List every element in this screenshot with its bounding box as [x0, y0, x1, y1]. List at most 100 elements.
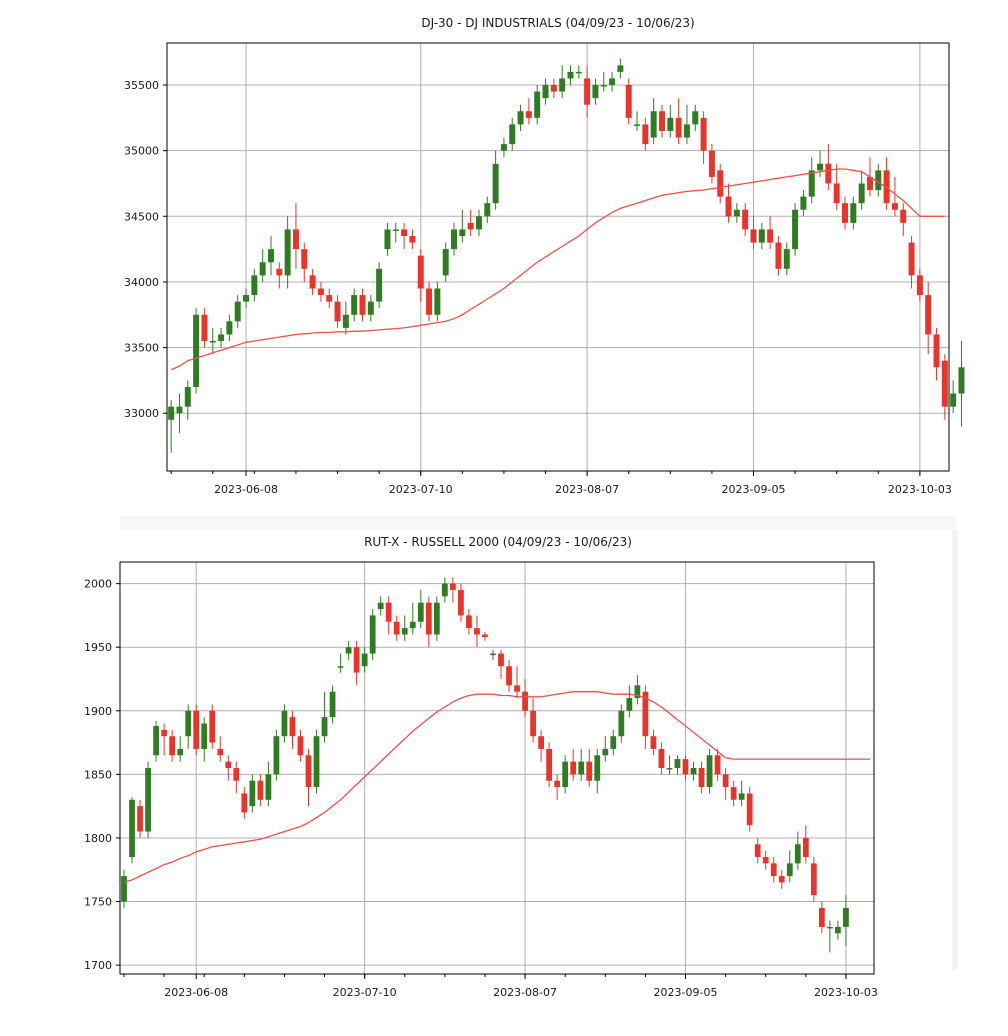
candle-up	[273, 729, 280, 781]
candle-body	[209, 710, 216, 743]
candle-up	[602, 736, 609, 762]
candle-body	[786, 863, 793, 877]
candle-body	[313, 736, 320, 788]
candle-up	[369, 609, 376, 660]
candle-up	[409, 602, 416, 635]
candle-up	[826, 920, 833, 953]
candle-body	[377, 602, 384, 610]
candle-body	[361, 653, 368, 667]
candle-down	[276, 262, 283, 289]
candle-down	[675, 98, 682, 145]
candle-down	[550, 78, 557, 99]
y-tick-label: 1750	[84, 896, 112, 909]
candle-body	[708, 150, 715, 177]
candle-up	[361, 647, 368, 673]
candle-down	[714, 748, 721, 781]
candle-up	[634, 675, 641, 705]
y-tick-label: 1700	[84, 959, 112, 972]
candle-body	[818, 907, 825, 927]
candle-body	[826, 926, 833, 929]
candle-up	[433, 596, 440, 641]
candle-body	[409, 621, 416, 629]
candle-body	[642, 124, 649, 145]
candle-up	[284, 216, 291, 289]
candle-body	[875, 170, 882, 191]
candle-body	[273, 736, 280, 775]
candle-body	[193, 710, 200, 749]
chart-rut2000: RUT-X - RUSSELL 2000 (04/09/23 - 10/06/2…	[84, 535, 878, 999]
candle-body	[730, 787, 737, 800]
x-tick-label: 2023-10-03	[888, 483, 952, 496]
candle-body	[498, 653, 504, 667]
candle-body	[475, 216, 482, 230]
candle-up	[666, 755, 673, 775]
candle-up	[592, 78, 599, 105]
candle-body	[525, 111, 532, 118]
candle-down	[326, 288, 333, 309]
candle-body	[233, 768, 240, 781]
candle-up	[313, 729, 320, 794]
candle-body	[284, 229, 291, 276]
candle-up	[177, 736, 184, 762]
candle-down	[522, 678, 528, 718]
candle-down	[933, 327, 940, 381]
candle-up	[392, 222, 399, 243]
candle-body	[746, 793, 753, 826]
candle-body	[326, 295, 333, 302]
candle-down	[908, 235, 915, 289]
candle-down	[467, 209, 474, 236]
candle-body	[249, 780, 256, 807]
candle-up	[209, 327, 216, 355]
candle-up	[417, 589, 424, 629]
x-tick-label: 2023-06-08	[214, 483, 278, 496]
candle-up	[950, 380, 957, 414]
candle-up	[185, 704, 192, 749]
candle-body	[625, 85, 632, 118]
candle-body	[634, 685, 641, 699]
candle-body	[301, 249, 308, 269]
candle-body	[392, 229, 399, 231]
candle-body	[758, 229, 765, 243]
candle-up	[578, 748, 585, 781]
candle-body	[706, 755, 713, 788]
candle-down	[730, 780, 737, 807]
candle-body	[209, 341, 216, 343]
candle-body	[276, 268, 283, 276]
candle-up	[683, 104, 690, 145]
candle-down	[401, 222, 408, 250]
candle-down	[754, 837, 761, 864]
candle-down	[289, 710, 296, 749]
candle-body	[353, 647, 360, 673]
candle-down	[750, 216, 757, 250]
candle-up	[329, 685, 336, 724]
candle-down	[193, 704, 200, 756]
candle-body	[642, 691, 649, 737]
candle-body	[754, 844, 761, 858]
candle-body	[733, 209, 740, 217]
candle-body	[241, 793, 248, 813]
candle-down	[925, 281, 932, 355]
candle-body	[369, 615, 376, 654]
candle-up	[442, 242, 449, 282]
y-tick-label: 33000	[124, 407, 159, 420]
candle-body	[334, 301, 341, 322]
candle-down	[209, 704, 216, 749]
candle-down	[514, 666, 520, 699]
candle-body	[217, 748, 224, 756]
candle-body	[717, 170, 724, 197]
y-tick-label: 1850	[84, 768, 112, 781]
candle-body	[810, 863, 817, 896]
y-tick-label: 35500	[124, 79, 159, 92]
candle-body	[600, 85, 607, 87]
candle-body	[321, 717, 328, 737]
y-tick-label: 1800	[84, 832, 112, 845]
candle-body	[466, 615, 472, 629]
candle-body	[401, 628, 408, 635]
candle-body	[634, 124, 641, 126]
candle-down	[417, 249, 424, 302]
candle-up	[281, 704, 288, 743]
candle-body	[393, 621, 400, 635]
candle-body	[337, 666, 344, 668]
candle-body	[426, 288, 433, 315]
